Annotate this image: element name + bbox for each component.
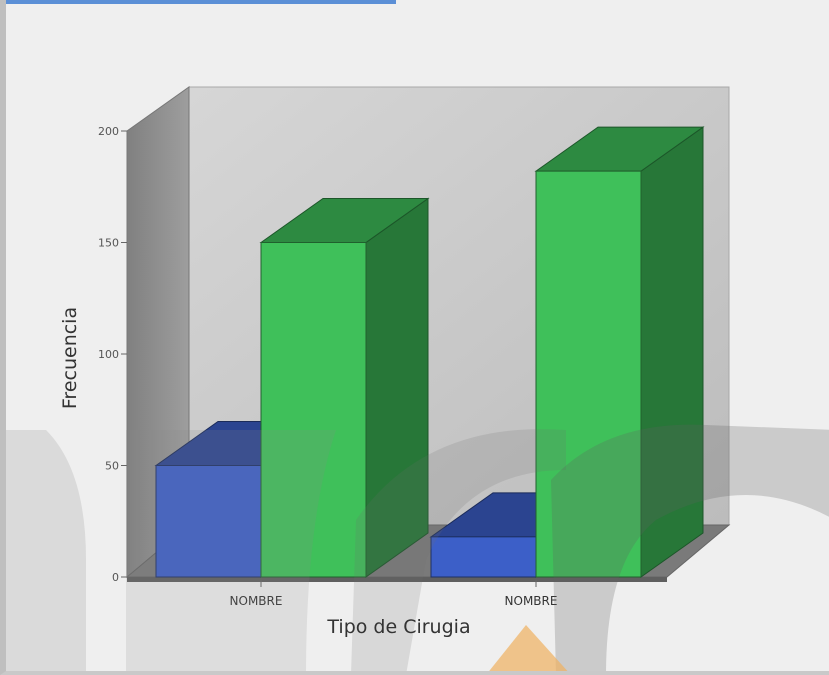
y-axis-title: Frecuencia (59, 307, 81, 409)
x-axis-title: Tipo de Cirugia (326, 616, 470, 638)
y-tick-label: 0 (112, 571, 119, 584)
bar-1-2 (260, 242, 367, 578)
y-tick-label: 150 (98, 237, 119, 250)
watermark-shape-mid (126, 430, 336, 671)
watermark-ring (351, 429, 566, 671)
x-category-label: NOMBRE (230, 594, 283, 608)
watermark-shape-left (6, 430, 86, 671)
bar-1-1 (155, 465, 262, 578)
y-tick-label: 100 (98, 348, 119, 361)
x-category-label: NOMBRE (505, 594, 558, 608)
bar-chart: 0 50 100 150 200 NOMBRE NOMBRE Frecuencia Tip… (6, 86, 829, 671)
watermark-triangle (489, 625, 568, 671)
watermark-ring-right (551, 424, 829, 671)
bar-2-1 (430, 536, 537, 578)
y-tick-label: 200 (98, 125, 119, 138)
bar-2-2 (535, 170, 642, 578)
y-tick-label: 50 (105, 460, 119, 473)
plot-floor-front (127, 577, 667, 582)
top-tab-strip (6, 0, 396, 4)
